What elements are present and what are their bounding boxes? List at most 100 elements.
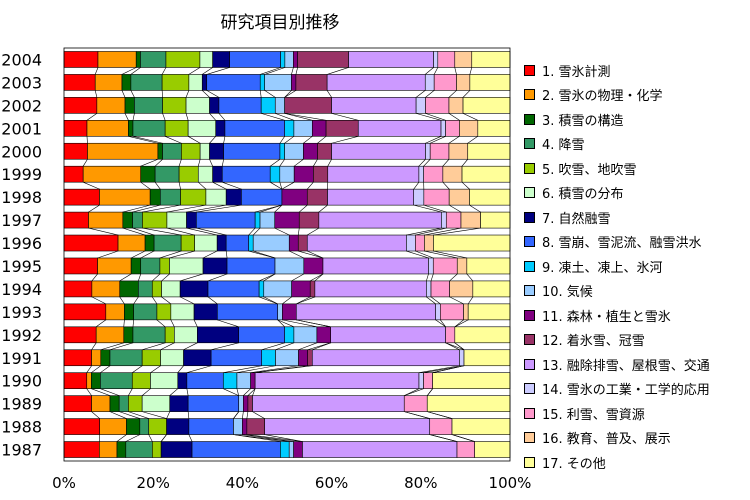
bar-segment [183,349,212,367]
bar-segment [233,418,243,435]
percent-axis-labels: 0% 20% 40% 60% 80% 100% [52,474,531,492]
connector-line [202,90,210,98]
connector-line [415,227,447,236]
connector-line [284,113,327,121]
connector-line [260,67,281,75]
bar-segment [433,74,457,91]
bar-segment [63,303,107,321]
bar-segment [425,142,431,160]
bar-segment [202,257,228,275]
bar-segment [109,395,120,412]
bar-segment [160,441,193,458]
year-label: 1993 [1,303,42,322]
chart-title: 研究項目別推移 [220,13,340,33]
connector-line [161,296,172,305]
connector-line [284,113,313,121]
connector-line [415,90,426,98]
bar-segment [63,372,88,389]
connector-line [423,365,465,373]
bar-segment [205,188,227,206]
connector-line [96,319,106,328]
connector-line [261,113,285,121]
connector-line [233,411,239,419]
bar-segment [141,395,171,412]
connector-line [259,204,283,213]
connector-line [186,204,227,213]
connector-line [186,227,218,236]
bar-segment [246,418,266,435]
bar-segment [169,257,204,275]
bar-segment [456,441,475,458]
connector-line [303,136,313,144]
bar-segment [194,234,218,252]
plot-border [63,47,511,462]
connector-line [314,273,324,282]
connector-line [430,136,446,144]
bar-segment [440,120,446,137]
bar-segment [293,441,303,458]
bar-segment [157,142,163,160]
connector-line [252,411,265,419]
bar-segment [63,51,99,68]
connector-line [284,90,292,98]
connector-line [91,296,106,305]
legend-label: 12. 着氷雪、冠雪 [542,334,645,350]
connector-line [451,434,475,442]
connector-line [242,411,244,419]
connector-line [433,227,481,236]
bar-segment [288,234,299,252]
bar-segment [432,372,511,389]
legend-item: 1. 雪氷計測 [524,58,710,83]
connector-line [125,434,140,442]
connector-line [94,67,99,75]
connector-line [91,388,111,396]
bar-segment [197,326,240,344]
bar-segment [212,165,223,183]
bar-segment [311,120,327,137]
bar-segment [88,211,124,229]
connector-line [116,434,127,442]
bar-segment [445,326,456,344]
connector-line [448,113,460,121]
connector-line [296,319,331,328]
connector-line [222,181,242,190]
bar-segment [298,349,308,367]
connector-line [312,342,331,351]
connector-line [119,411,140,419]
connector-line [259,273,276,282]
bar-segment [63,234,119,252]
bar-segment [140,257,161,275]
connector-line [275,342,295,351]
bar-segment [263,280,292,298]
connector-line [255,365,313,373]
year-label: 1988 [1,418,42,437]
bar-segment [306,234,407,252]
connector-line [243,388,251,396]
connector-line [97,250,119,259]
connector-line [442,159,450,167]
connector-line [132,319,134,327]
bar-segment [215,120,226,137]
connector-line [150,365,161,373]
legend-swatch [524,138,535,150]
bar-segment [316,326,331,344]
connector-line [326,90,332,98]
connector-line [170,319,175,327]
bar-segment [154,165,180,183]
connector-line [132,365,143,373]
connector-line [140,158,159,167]
connector-line [404,388,424,396]
connector-line [142,204,181,213]
bar-segment [217,303,279,321]
bar-segment [188,74,203,91]
year-label: 1990 [1,372,42,391]
bar-segment [130,257,142,275]
bar-segment [261,349,276,367]
connector-line [140,250,155,259]
connector-line [263,273,276,282]
bar-segment [191,441,281,458]
bar-segment [181,142,201,160]
connector-line [253,250,276,259]
connector-line [180,296,195,305]
bar-segment [166,418,190,435]
